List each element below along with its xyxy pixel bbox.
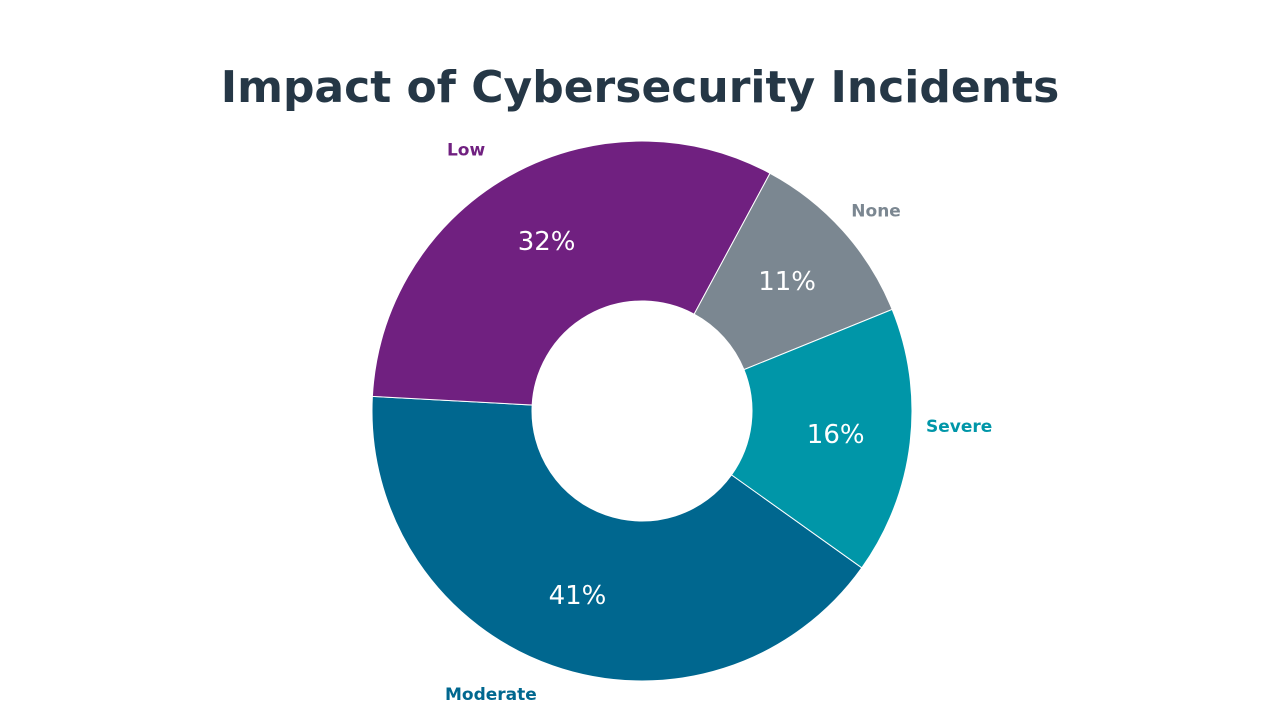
value-label-low: 32% <box>518 227 576 257</box>
slice-severe <box>730 308 913 569</box>
category-label-low: Low <box>447 140 486 160</box>
category-label-moderate: Moderate <box>445 685 537 705</box>
value-label-severe: 16% <box>807 420 865 450</box>
value-label-moderate: 41% <box>549 581 607 611</box>
chart-title: Impact of Cybersecurity Incidents <box>220 62 1060 113</box>
donut-slices <box>371 140 913 682</box>
slice-none <box>693 172 893 371</box>
category-label-severe: Severe <box>926 417 992 437</box>
slice-low <box>371 140 771 406</box>
slice-moderate <box>371 395 863 682</box>
donut-labels: 41% Moderate 32% Low 11% None 16% Severe <box>445 140 992 705</box>
value-label-none: 11% <box>758 267 816 297</box>
category-label-none: None <box>851 202 901 222</box>
